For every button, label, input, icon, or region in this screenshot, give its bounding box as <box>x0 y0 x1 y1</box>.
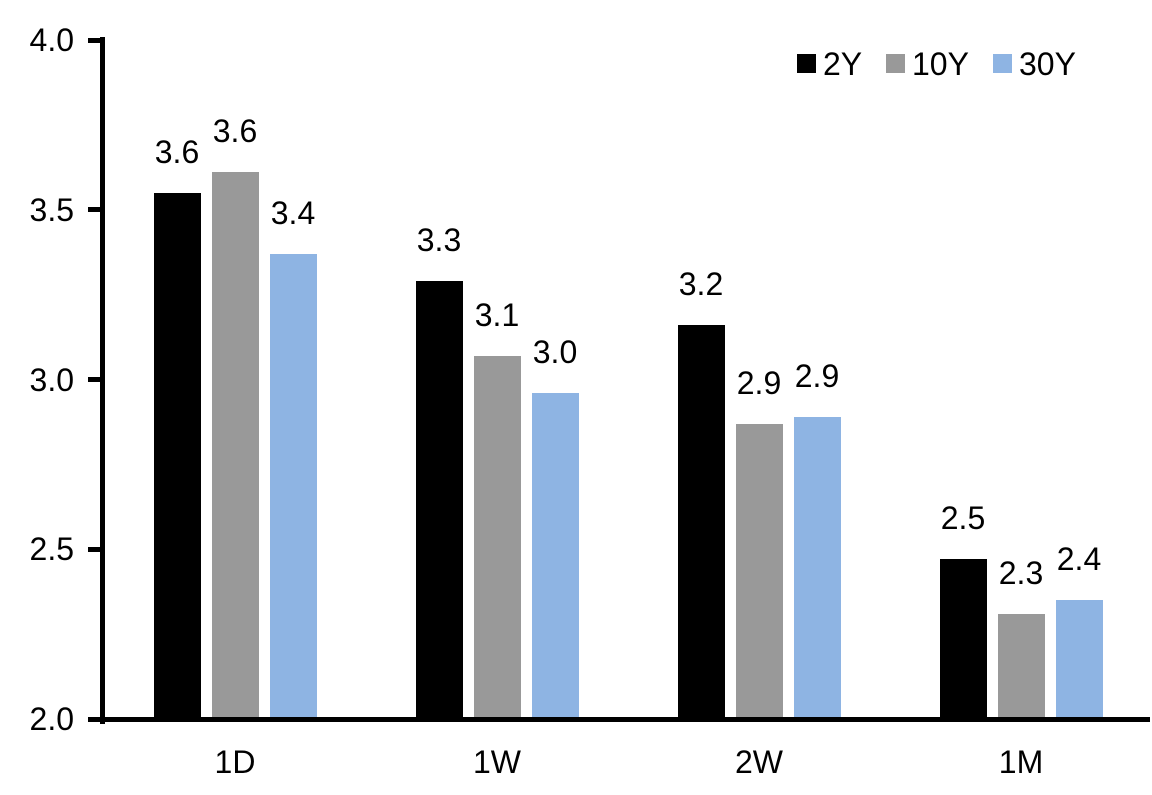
legend-swatch-icon <box>886 54 905 73</box>
bar-10y-1w <box>473 355 521 719</box>
bar-value-label: 3.6 <box>154 133 200 170</box>
bar-value-label: 2.9 <box>794 357 840 394</box>
bar-value-label: 2.3 <box>998 554 1044 591</box>
y-tick-label: 3.5 <box>29 191 74 228</box>
y-axis <box>100 37 105 724</box>
y-tick-mark <box>88 207 101 213</box>
bar-value-label: 2.4 <box>1056 541 1102 578</box>
bar-30y-1w <box>531 393 579 719</box>
y-tick-label: 2.5 <box>29 531 74 568</box>
x-axis <box>100 717 1150 722</box>
bar-10y-2w <box>735 423 783 719</box>
bar-value-label: 3.2 <box>678 266 724 303</box>
legend-swatch-icon <box>993 54 1012 73</box>
y-tick-mark <box>88 716 101 722</box>
bar-10y-1d <box>211 172 259 719</box>
x-category-label: 1D <box>214 744 256 780</box>
bar-2y-1m <box>939 559 987 719</box>
y-tick-mark <box>88 37 101 43</box>
bar-30y-1d <box>269 253 317 719</box>
y-tick-mark <box>88 546 101 552</box>
bar-2y-1w <box>415 281 463 719</box>
bar-value-label: 2.5 <box>940 500 986 537</box>
legend-label: 30Y <box>1019 46 1076 82</box>
bar-value-label: 3.3 <box>416 222 462 259</box>
legend-swatch-icon <box>797 54 816 73</box>
legend-label: 10Y <box>912 46 969 82</box>
bar-2y-1d <box>153 192 201 719</box>
bar-value-label: 3.6 <box>212 113 258 150</box>
bar-value-label: 2.9 <box>736 364 782 401</box>
x-category-label: 1W <box>473 744 521 780</box>
x-category-label: 1M <box>998 744 1044 780</box>
chart-legend: 2Y 10Y 30Y <box>0 0 1152 90</box>
x-category-label: 2W <box>735 744 783 780</box>
bar-30y-1m <box>1055 600 1103 719</box>
y-tick-mark <box>88 377 101 382</box>
legend-label: 2Y <box>823 46 863 82</box>
bar-2y-2w <box>677 325 725 719</box>
bar-value-label: 3.1 <box>474 296 520 333</box>
bar-value-label: 3.0 <box>532 334 578 371</box>
bar-30y-2w <box>793 416 841 719</box>
y-tick-label: 3.0 <box>29 361 74 398</box>
y-tick-label: 4.0 <box>29 22 74 58</box>
y-tick-label: 2.0 <box>29 701 74 737</box>
bar-value-label: 3.4 <box>270 194 316 231</box>
bar-10y-1m <box>997 613 1045 719</box>
